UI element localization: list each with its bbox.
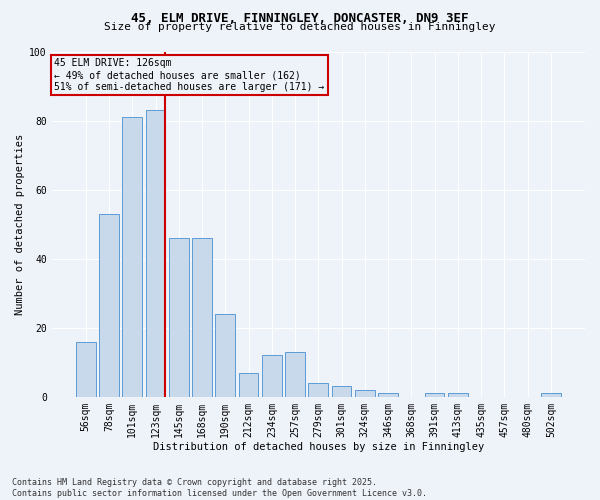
Text: 45 ELM DRIVE: 126sqm
← 49% of detached houses are smaller (162)
51% of semi-deta: 45 ELM DRIVE: 126sqm ← 49% of detached h… xyxy=(55,58,325,92)
Bar xyxy=(285,352,305,397)
Y-axis label: Number of detached properties: Number of detached properties xyxy=(15,134,25,315)
Bar xyxy=(448,394,468,397)
Bar xyxy=(215,314,235,397)
Bar xyxy=(122,117,142,397)
Bar xyxy=(355,390,375,397)
X-axis label: Distribution of detached houses by size in Finningley: Distribution of detached houses by size … xyxy=(153,442,484,452)
Text: Size of property relative to detached houses in Finningley: Size of property relative to detached ho… xyxy=(104,22,496,32)
Bar xyxy=(239,372,259,397)
Text: 45, ELM DRIVE, FINNINGLEY, DONCASTER, DN9 3EF: 45, ELM DRIVE, FINNINGLEY, DONCASTER, DN… xyxy=(131,12,469,26)
Bar xyxy=(169,238,188,397)
Bar xyxy=(76,342,95,397)
Bar xyxy=(192,238,212,397)
Bar xyxy=(425,394,445,397)
Bar xyxy=(378,394,398,397)
Bar xyxy=(541,394,561,397)
Bar xyxy=(308,383,328,397)
Bar xyxy=(99,214,119,397)
Bar xyxy=(146,110,166,397)
Text: Contains HM Land Registry data © Crown copyright and database right 2025.
Contai: Contains HM Land Registry data © Crown c… xyxy=(12,478,427,498)
Bar xyxy=(262,356,282,397)
Bar xyxy=(332,386,352,397)
